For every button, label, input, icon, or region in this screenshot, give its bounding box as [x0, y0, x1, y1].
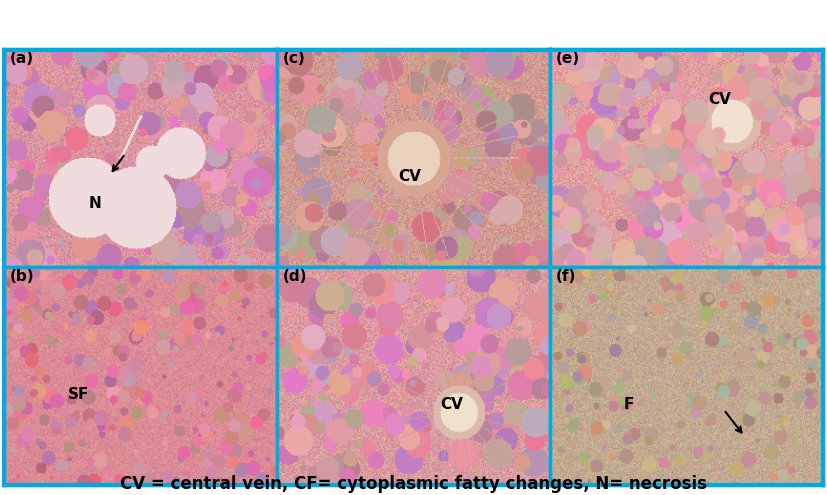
Text: N: N [88, 196, 102, 211]
Text: CV = central vein, CF= cytoplasmic fatty changes, N= necrosis: CV = central vein, CF= cytoplasmic fatty… [120, 475, 707, 493]
Text: F: F [624, 397, 634, 412]
Text: (d): (d) [283, 269, 308, 284]
Text: CV: CV [708, 93, 731, 107]
Text: (e): (e) [556, 51, 580, 66]
Text: CV: CV [440, 397, 463, 412]
Text: (b): (b) [10, 269, 35, 284]
Text: (a): (a) [10, 51, 34, 66]
Text: CV: CV [399, 169, 421, 184]
Text: (c): (c) [283, 51, 305, 66]
Text: SF: SF [68, 387, 89, 401]
Text: (f): (f) [556, 269, 576, 284]
